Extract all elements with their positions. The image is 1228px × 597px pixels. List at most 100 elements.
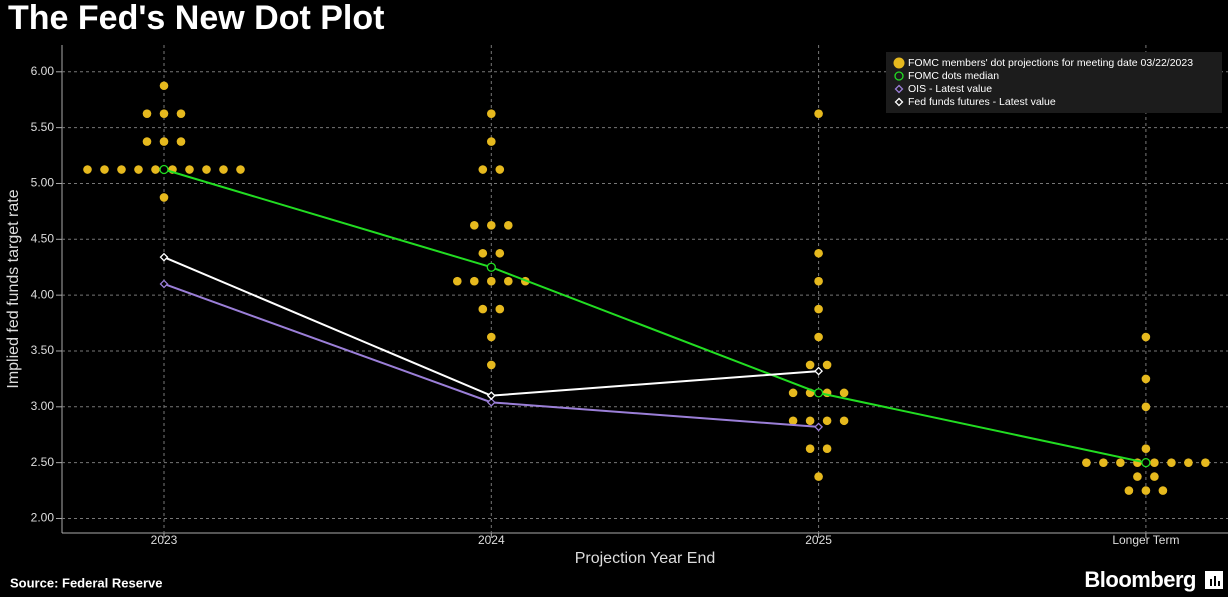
dot — [176, 137, 186, 146]
y-tick-label: 3.00 — [31, 399, 55, 413]
x-tick-label: Longer Term — [1112, 533, 1179, 547]
dot — [805, 416, 815, 426]
dot — [478, 248, 488, 258]
dot — [805, 360, 815, 370]
dot — [1141, 402, 1151, 412]
y-tick-label: 2.50 — [31, 455, 55, 469]
dot — [159, 137, 169, 146]
legend-marker — [893, 57, 905, 69]
dot — [134, 165, 143, 174]
y-tick-label: 5.00 — [31, 176, 55, 190]
dot — [814, 332, 823, 342]
dot — [788, 416, 798, 426]
x-tick-label: 2024 — [478, 533, 505, 547]
series-marker — [814, 366, 824, 376]
dot — [83, 165, 92, 174]
legend-label: FOMC members' dot projections for meetin… — [908, 57, 1193, 69]
dot — [1141, 486, 1151, 495]
dot — [219, 165, 228, 174]
y-tick-label: 3.50 — [31, 343, 55, 357]
y-axis-label: Implied fed funds target rate — [5, 189, 22, 388]
dot — [185, 165, 194, 174]
series-marker — [159, 164, 169, 175]
dot — [478, 165, 488, 174]
dot — [814, 109, 823, 118]
dot — [822, 416, 832, 426]
dot — [176, 109, 186, 118]
dot — [1201, 458, 1210, 467]
dot — [495, 165, 505, 174]
dot — [814, 472, 823, 481]
x-tick-label: 2025 — [805, 533, 832, 547]
legend-label: Fed funds futures - Latest value — [908, 96, 1056, 108]
dot — [202, 165, 211, 174]
y-tick-label: 6.00 — [31, 64, 55, 78]
dot — [495, 304, 505, 314]
dot — [1141, 374, 1151, 384]
series-marker — [159, 279, 169, 289]
series-marker — [159, 252, 169, 262]
legend-label: OIS - Latest value — [908, 83, 992, 95]
series-marker — [486, 391, 496, 401]
dot — [100, 165, 109, 174]
series-marker — [813, 388, 824, 398]
brand: Bloomberg — [1084, 567, 1196, 592]
dot — [822, 444, 832, 453]
legend-box — [886, 52, 1222, 113]
series-line — [163, 168, 1147, 464]
dot — [1184, 458, 1193, 467]
dot — [1124, 486, 1134, 495]
y-tick-label: 2.00 — [31, 511, 55, 525]
dot — [788, 388, 798, 398]
dot — [470, 276, 479, 286]
dot — [487, 109, 496, 118]
dot — [487, 276, 496, 286]
series-marker — [1141, 457, 1151, 468]
dot — [814, 248, 823, 258]
dot — [117, 165, 126, 174]
dot — [1133, 472, 1142, 481]
dot — [504, 276, 513, 286]
legend-marker — [894, 97, 904, 107]
dot — [1099, 458, 1108, 467]
dot — [822, 360, 832, 370]
series-marker — [486, 262, 496, 272]
dot — [1150, 472, 1159, 481]
dot — [1082, 458, 1091, 467]
series-marker — [486, 397, 496, 407]
dot — [453, 276, 462, 286]
legend-marker — [894, 71, 904, 81]
dot — [1150, 458, 1159, 467]
dot — [814, 304, 823, 314]
dot — [487, 221, 496, 230]
dot — [1158, 486, 1168, 495]
source: Source: Federal Reserve — [10, 575, 162, 590]
brand-icon-bar — [1214, 576, 1216, 586]
dot — [151, 165, 160, 174]
dot — [1116, 458, 1125, 467]
dot — [142, 109, 152, 118]
dot — [839, 388, 849, 398]
dot — [470, 221, 479, 230]
legend-marker — [894, 84, 904, 94]
brand-icon-bar — [1210, 579, 1212, 586]
dot — [159, 81, 169, 91]
y-tick-label: 5.50 — [31, 120, 55, 134]
dot — [1141, 332, 1151, 342]
y-tick-label: 4.00 — [31, 287, 55, 301]
dot — [142, 137, 152, 146]
x-tick-label: 2023 — [151, 533, 178, 547]
dot — [1141, 444, 1151, 453]
dot — [487, 360, 496, 370]
dot — [487, 137, 496, 146]
series-marker — [814, 422, 824, 432]
brand-icon-bar — [1218, 581, 1220, 586]
dot — [504, 221, 513, 230]
dot — [1167, 458, 1176, 467]
legend-label: FOMC dots median — [908, 70, 999, 82]
dot — [495, 248, 505, 258]
dot — [814, 276, 823, 286]
y-tick-label: 4.50 — [31, 231, 55, 245]
chart-title: The Fed's New Dot Plot — [8, 0, 384, 37]
dot — [159, 109, 169, 118]
